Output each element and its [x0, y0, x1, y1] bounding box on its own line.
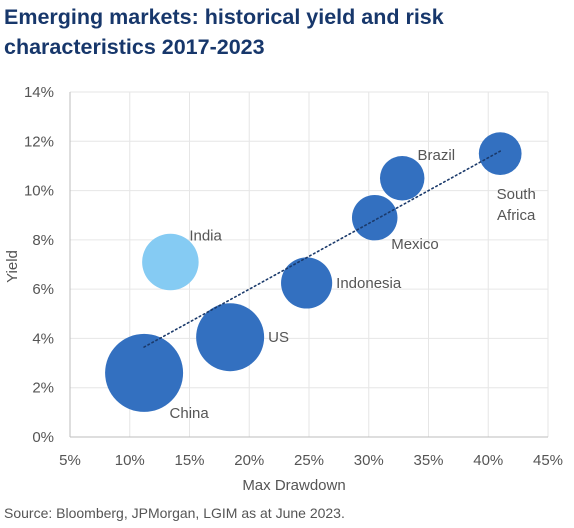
data-label-mexico: Mexico — [391, 236, 439, 253]
trendline — [143, 150, 502, 348]
y-tick-label: 6% — [32, 281, 54, 298]
data-label-mexico-line: Mexico — [391, 236, 439, 253]
x-tick-label: 40% — [473, 452, 503, 469]
x-tick-label: 5% — [59, 452, 81, 469]
bubble-mexico — [351, 194, 398, 241]
data-label-india: India — [189, 227, 222, 244]
data-label-china: China — [170, 405, 210, 422]
y-tick-label: 4% — [32, 330, 54, 347]
x-axis-label: Max Drawdown — [242, 477, 345, 494]
bubble-indonesia — [281, 257, 333, 309]
y-tick-label: 14% — [24, 84, 54, 101]
data-label-south-line: Africa — [497, 207, 536, 224]
data-label-south-line: South — [497, 186, 536, 203]
data-label-south: South Africa — [497, 186, 536, 224]
source-note: Source: Bloomberg, JPMorgan, LGIM as at … — [4, 505, 345, 521]
x-tick-label: 15% — [174, 452, 204, 469]
x-tick-label: 35% — [413, 452, 443, 469]
bubble-india — [142, 233, 199, 291]
x-tick-label: 10% — [115, 452, 145, 469]
bubble-brazil — [379, 156, 425, 201]
y-tick-label: 2% — [32, 380, 54, 397]
y-tick-label: 10% — [24, 183, 54, 200]
y-tick-label: 0% — [32, 429, 54, 446]
chart-title-line-2: characteristics 2017-2023 — [4, 35, 265, 59]
bubble-china — [105, 333, 184, 412]
data-label-indonesia-line: Indonesia — [336, 275, 402, 292]
y-tick-label: 8% — [32, 232, 54, 249]
data-label-indonesia: Indonesia — [336, 275, 402, 292]
x-tick-label: 45% — [533, 452, 563, 469]
bubble-south — [478, 132, 522, 175]
data-label-brazil: Brazil — [418, 147, 456, 164]
data-label-us: US — [268, 329, 289, 346]
chart-title-line-1: Emerging markets: historical yield and r… — [4, 5, 444, 29]
bubble-us — [196, 303, 265, 372]
data-label-brazil-line: Brazil — [418, 147, 456, 164]
data-label-india-line: India — [189, 227, 222, 244]
data-label-us-line: US — [268, 329, 289, 346]
x-tick-label: 25% — [294, 452, 324, 469]
y-axis-label: Yield — [4, 250, 21, 283]
data-label-china-line: China — [170, 405, 210, 422]
x-tick-label: 30% — [354, 452, 384, 469]
chart-title: Emerging markets: historical yield and r… — [4, 2, 570, 62]
y-tick-label: 12% — [24, 133, 54, 150]
x-tick-label: 20% — [234, 452, 264, 469]
